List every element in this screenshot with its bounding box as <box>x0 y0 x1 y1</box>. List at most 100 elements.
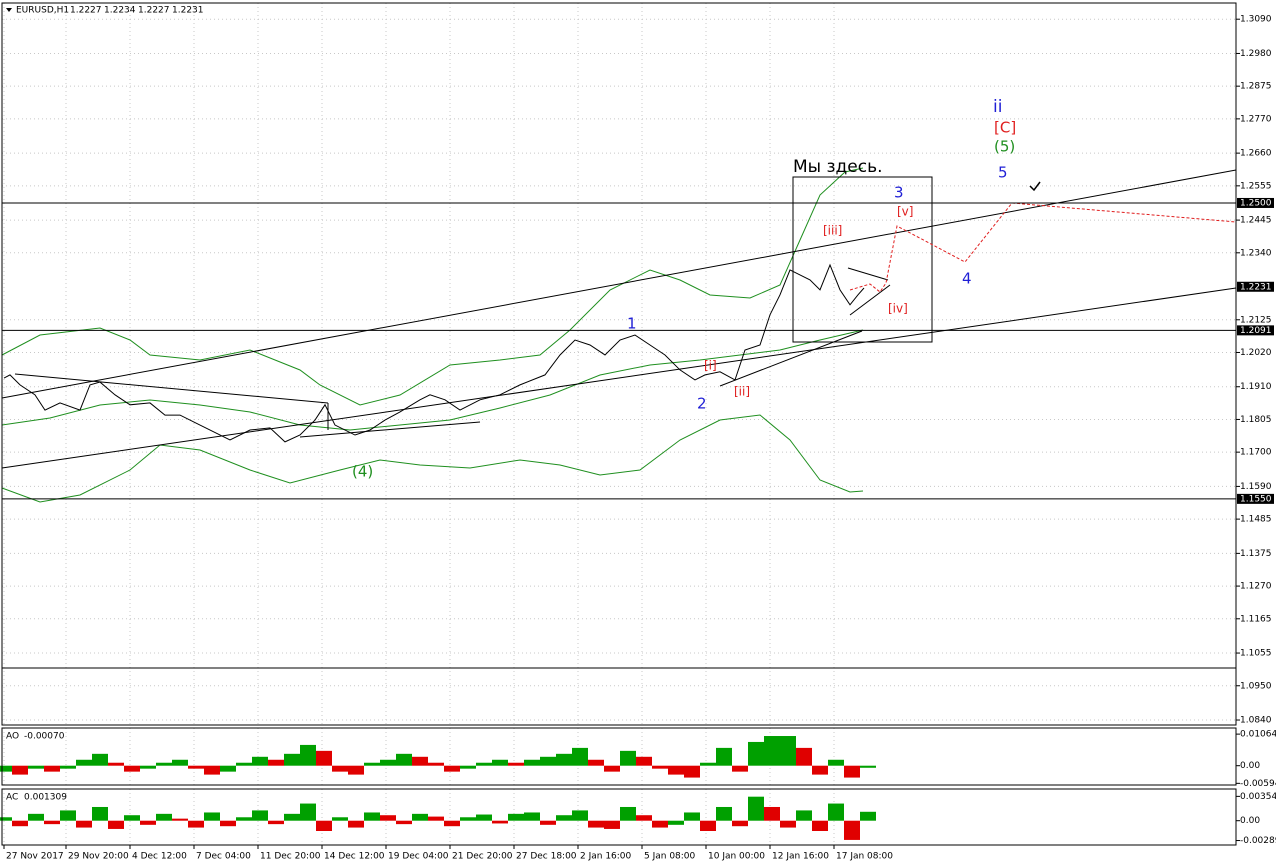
histogram-bar <box>732 820 748 827</box>
histogram-bar <box>764 736 780 766</box>
histogram-bar <box>844 765 860 778</box>
y-tick-label: 1.2980 <box>1240 49 1272 59</box>
histogram-bar <box>604 820 620 829</box>
histogram-bar <box>364 812 380 821</box>
y-tick-label: 1.1375 <box>1240 549 1272 559</box>
histogram-bar <box>828 759 844 766</box>
ohlc-high: 1.2234 <box>104 6 136 16</box>
histogram-bar <box>204 765 220 775</box>
histogram-bar <box>380 759 396 766</box>
bollinger-middle <box>1 329 864 431</box>
histogram-bar <box>828 803 844 821</box>
check-mark <box>1029 181 1041 192</box>
histogram-bar <box>364 762 380 766</box>
histogram-bar <box>860 765 876 768</box>
x-tick-label: 27 Dec 18:00 <box>516 852 577 862</box>
histogram-bar <box>700 762 716 766</box>
triangle-line <box>847 267 889 281</box>
histogram-bar <box>12 765 28 775</box>
y-tick-label: 1.2340 <box>1240 248 1272 258</box>
wave-label: [i] <box>704 359 717 373</box>
bollinger-lower <box>1 414 864 503</box>
y-tick-label: 1.2660 <box>1240 149 1272 159</box>
plot <box>0 202 1236 840</box>
histogram-bar <box>316 820 332 831</box>
histogram-bar <box>652 820 668 828</box>
histogram-bar <box>508 813 524 821</box>
histogram-bar <box>92 806 108 821</box>
histogram-bar <box>540 756 556 766</box>
wave-label: 5 <box>998 164 1008 182</box>
histogram-bar <box>204 812 220 821</box>
histogram-bar <box>796 810 812 821</box>
histogram-bar <box>252 810 268 821</box>
histogram-bar <box>300 744 316 766</box>
indicator-value: 0.001309 <box>24 793 67 803</box>
x-tick-label: 7 Dec 04:00 <box>196 852 251 862</box>
y-tick-label: 0.00 <box>1240 761 1260 771</box>
histogram-bar <box>748 741 764 766</box>
histogram-bar <box>860 811 876 821</box>
wave-label: [iv] <box>888 302 908 316</box>
ohlc-open: 1.2227 <box>70 6 102 16</box>
y-tick-label: 1.3090 <box>1240 15 1272 25</box>
histogram-bar <box>268 759 284 766</box>
indicator-name: AO <box>6 732 19 742</box>
histogram-bar <box>44 820 60 825</box>
histogram-bar <box>812 820 828 831</box>
forecast-path <box>849 202 1237 293</box>
support-line <box>719 330 863 387</box>
x-tick-label: 14 Dec 12:00 <box>324 852 385 862</box>
y-tick-label: 1.2875 <box>1240 82 1272 92</box>
histogram-bar <box>508 762 524 766</box>
wave-label: 1 <box>627 315 637 333</box>
x-tick-label: 4 Dec 12:00 <box>132 852 187 862</box>
triangle-line <box>299 421 481 438</box>
histogram-bar <box>236 817 252 821</box>
histogram-bar <box>492 820 508 824</box>
histogram-bar <box>0 817 12 821</box>
menu-arrow[interactable] <box>6 8 12 12</box>
histogram-bar <box>476 814 492 821</box>
histogram-bar <box>108 762 124 766</box>
wave-label: [ii] <box>734 385 750 399</box>
ohlc-close: 1.2231 <box>172 6 204 16</box>
histogram-bar <box>684 765 700 778</box>
y-tick-label: 1.1700 <box>1240 448 1272 458</box>
y-tick-label: 1.1270 <box>1240 582 1272 592</box>
histogram-bar <box>300 803 316 821</box>
ac-panel-frame <box>1 788 1237 846</box>
histogram-bar <box>172 818 188 821</box>
x-tick-label: 27 Nov 2017 <box>6 852 64 862</box>
histogram-bar <box>28 813 44 821</box>
y-tick-label: 1.1805 <box>1240 415 1272 425</box>
histogram-bar <box>588 759 604 766</box>
histogram-bar <box>332 765 348 772</box>
histogram-bar <box>412 756 428 766</box>
x-tick-label: 29 Nov 20:00 <box>68 852 129 862</box>
triangle-line <box>849 284 891 316</box>
channel-upper <box>1 169 1237 399</box>
histogram-bar <box>60 810 76 821</box>
histogram-bar <box>44 765 60 772</box>
x-tick-label: 19 Dec 04:00 <box>388 852 449 862</box>
histogram-bar <box>396 753 412 766</box>
histogram-bar <box>572 747 588 766</box>
wave-label: 4 <box>962 270 972 288</box>
x-tick-label: 17 Jan 08:00 <box>836 852 893 862</box>
wave-label: [v] <box>897 205 913 219</box>
wave-label: (4) <box>352 463 373 481</box>
y-tick-label: 1.2445 <box>1240 216 1272 226</box>
y-tick-label: 1.1910 <box>1240 382 1272 392</box>
indicator-value: -0.00070 <box>24 732 65 742</box>
histogram-bar <box>556 815 572 821</box>
histogram-bar <box>140 820 156 825</box>
drawings <box>1 167 1237 503</box>
x-tick-label: 5 Jan 08:00 <box>644 852 696 862</box>
y-tick-label: 0.01064 <box>1240 730 1276 740</box>
price-tag-label: 1.2091 <box>1240 326 1272 336</box>
histogram-bar <box>556 753 572 766</box>
histogram-bar <box>252 756 268 766</box>
channel-lower <box>1 287 1237 469</box>
